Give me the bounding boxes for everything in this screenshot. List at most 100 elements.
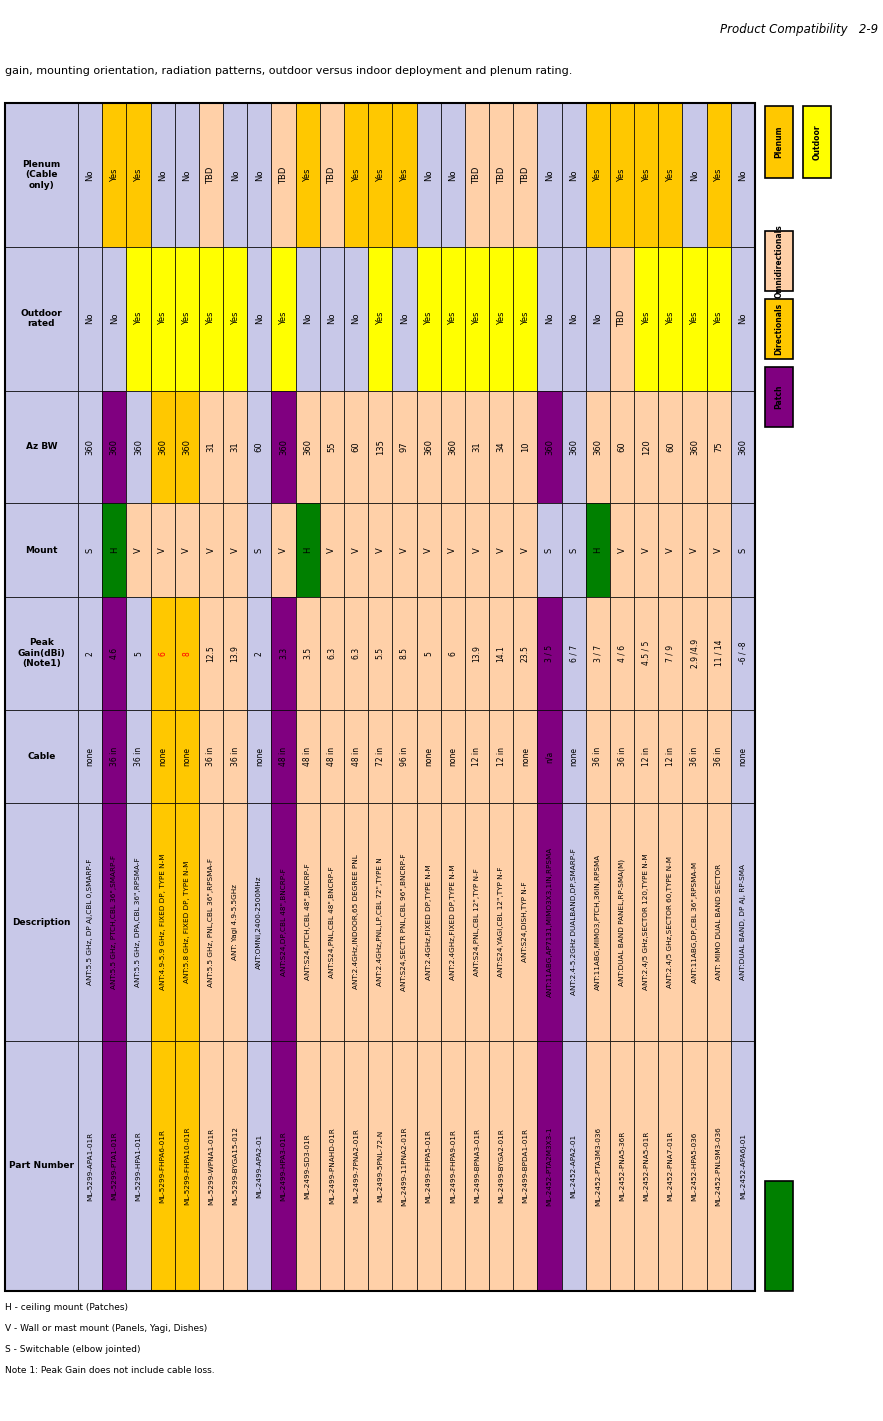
- Text: Omnidirectionals: Omnidirectionals: [774, 225, 783, 298]
- Bar: [731, 709, 755, 803]
- Bar: [175, 803, 199, 1042]
- Text: Yes: Yes: [303, 168, 313, 182]
- Text: No: No: [593, 313, 602, 324]
- Text: 3.3: 3.3: [279, 647, 288, 659]
- Bar: [659, 391, 683, 503]
- Bar: [296, 102, 320, 247]
- Text: ML-2499-APA2-01: ML-2499-APA2-01: [256, 1134, 262, 1198]
- Text: TBD: TBD: [328, 166, 336, 183]
- Bar: [150, 102, 175, 247]
- Bar: [392, 503, 417, 597]
- Text: ML-2499-BPDA1-01R: ML-2499-BPDA1-01R: [523, 1128, 528, 1204]
- Text: V: V: [134, 547, 143, 553]
- Bar: [344, 709, 368, 803]
- Text: 31: 31: [230, 442, 239, 452]
- Bar: [271, 709, 296, 803]
- Text: No: No: [570, 313, 578, 324]
- Bar: [538, 503, 562, 597]
- Text: Part Number: Part Number: [9, 1161, 74, 1171]
- Bar: [585, 1042, 610, 1292]
- Text: 10: 10: [521, 442, 530, 452]
- Bar: [296, 803, 320, 1042]
- Bar: [513, 247, 538, 391]
- Bar: [634, 247, 659, 391]
- Bar: [126, 503, 150, 597]
- Bar: [513, 803, 538, 1042]
- Bar: [683, 597, 706, 709]
- Text: ML-2452-APA2-01: ML-2452-APA2-01: [570, 1134, 577, 1198]
- Bar: [5, 803, 78, 1042]
- Bar: [489, 597, 513, 709]
- Text: none: none: [570, 747, 578, 766]
- Bar: [126, 597, 150, 709]
- Bar: [247, 247, 271, 391]
- Bar: [538, 247, 562, 391]
- Text: TBD: TBD: [472, 166, 481, 183]
- Text: ML-2499-PNAHD-01R: ML-2499-PNAHD-01R: [328, 1128, 335, 1205]
- Bar: [150, 503, 175, 597]
- Text: ML-5299-FHPA10-01R: ML-5299-FHPA10-01R: [184, 1127, 190, 1205]
- Text: ANT:5.5 GHz, PTCH,CBL 36",SMARP-F: ANT:5.5 GHz, PTCH,CBL 36",SMARP-F: [111, 855, 117, 989]
- Bar: [441, 391, 464, 503]
- Bar: [731, 247, 755, 391]
- Bar: [585, 803, 610, 1042]
- Bar: [199, 803, 223, 1042]
- Text: Yes: Yes: [521, 313, 530, 325]
- Text: 36 in: 36 in: [207, 747, 215, 766]
- Bar: [464, 391, 489, 503]
- Text: No: No: [545, 313, 554, 324]
- Bar: [344, 503, 368, 597]
- Bar: [5, 247, 78, 391]
- Text: ML-5299-FHPA6-01R: ML-5299-FHPA6-01R: [160, 1130, 166, 1204]
- Bar: [417, 597, 441, 709]
- Text: H: H: [303, 547, 313, 553]
- Bar: [706, 391, 731, 503]
- Text: none: none: [158, 747, 167, 766]
- Bar: [320, 1042, 344, 1292]
- Bar: [489, 503, 513, 597]
- Text: none: none: [521, 747, 530, 766]
- Bar: [296, 597, 320, 709]
- Bar: [320, 597, 344, 709]
- Text: 360: 360: [593, 439, 602, 455]
- Text: ML-2452-APA6J-01: ML-2452-APA6J-01: [740, 1133, 746, 1199]
- Text: 36 in: 36 in: [690, 747, 699, 766]
- Text: V: V: [642, 547, 651, 553]
- Bar: [417, 1042, 441, 1292]
- Bar: [320, 709, 344, 803]
- Text: H: H: [593, 547, 602, 553]
- Text: 7 / 9: 7 / 9: [666, 645, 675, 662]
- Bar: [320, 503, 344, 597]
- Bar: [441, 1042, 464, 1292]
- Bar: [765, 107, 793, 178]
- Text: Yes: Yes: [207, 313, 215, 325]
- Bar: [199, 247, 223, 391]
- Bar: [585, 503, 610, 597]
- Bar: [464, 709, 489, 803]
- Text: 13.9: 13.9: [472, 645, 481, 662]
- Text: No: No: [255, 313, 264, 324]
- Bar: [150, 1042, 175, 1292]
- Text: S: S: [738, 547, 747, 553]
- Text: V: V: [521, 547, 530, 553]
- Bar: [683, 102, 706, 247]
- Bar: [706, 1042, 731, 1292]
- Text: No: No: [86, 169, 94, 180]
- Text: Yes: Yes: [472, 313, 481, 325]
- Bar: [368, 102, 392, 247]
- Text: 360: 360: [449, 439, 457, 455]
- Bar: [78, 503, 102, 597]
- Bar: [344, 391, 368, 503]
- Text: ANT:S24,DP,CBL 48",BNCRP-F: ANT:S24,DP,CBL 48",BNCRP-F: [281, 868, 286, 976]
- Text: ANT:2.4GHz,FIXED DP,TYPE N-M: ANT:2.4GHz,FIXED DP,TYPE N-M: [426, 864, 432, 980]
- Text: ML-5299-APA1-01R: ML-5299-APA1-01R: [87, 1131, 93, 1201]
- Bar: [659, 102, 683, 247]
- Text: Az BW: Az BW: [26, 442, 57, 452]
- Text: ANT:4.9-5.9 GHz, FIXED DP, TYPE N-M: ANT:4.9-5.9 GHz, FIXED DP, TYPE N-M: [160, 854, 166, 990]
- Text: Cable: Cable: [27, 752, 56, 760]
- Bar: [102, 102, 126, 247]
- Bar: [417, 391, 441, 503]
- Bar: [175, 503, 199, 597]
- Bar: [271, 247, 296, 391]
- Bar: [731, 503, 755, 597]
